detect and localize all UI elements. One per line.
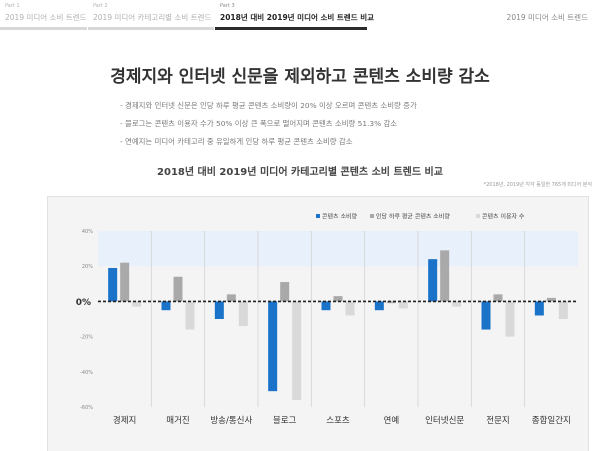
bar xyxy=(108,267,118,302)
y-tick-label: -60% xyxy=(80,405,93,411)
summary-item: - 경제지와 인터넷 신문은 인당 하루 평균 콘텐츠 소비량이 20% 이상 … xyxy=(120,101,417,110)
bar xyxy=(493,294,503,302)
bar xyxy=(452,301,462,307)
bar xyxy=(333,296,343,302)
bar xyxy=(558,301,568,319)
bar xyxy=(292,301,302,400)
bar xyxy=(321,301,331,311)
tab-part-number: Part 3 xyxy=(220,3,235,9)
bar xyxy=(440,250,450,302)
legend-swatch xyxy=(370,214,374,218)
x-tick-label: 전문지 xyxy=(486,415,509,426)
legend-label: 콘텐츠 소비량 xyxy=(322,213,358,221)
site-title: 2019 미디어 소비 트렌드 xyxy=(506,13,588,22)
bar xyxy=(546,297,556,302)
bar xyxy=(398,301,408,309)
y-tick-label: 40% xyxy=(82,229,93,235)
legend-label: 콘텐츠 이용자 수 xyxy=(482,213,525,221)
tab-label: 2019 미디어 소비 트렌드 xyxy=(5,13,87,22)
legend-swatch xyxy=(476,214,480,218)
bar xyxy=(238,301,248,327)
tab-part-number: Part 2 xyxy=(93,3,108,9)
positive-band xyxy=(98,231,578,267)
bar xyxy=(534,301,544,316)
bar xyxy=(132,301,142,307)
tab-part-1[interactable]: Part 1 2019 미디어 소비 트렌드 xyxy=(0,0,87,30)
summary-list: - 경제지와 인터넷 신문은 인당 하루 평균 콘텐츠 소비량이 20% 이상 … xyxy=(120,97,417,151)
bar xyxy=(214,301,224,319)
bar xyxy=(268,301,278,392)
x-tick-label: 매거진 xyxy=(166,415,189,426)
bar xyxy=(505,301,515,337)
tab-label: 2018년 대비 2019년 미디어 소비 트렌드 비교 xyxy=(220,13,375,22)
part-navigation: Part 1 2019 미디어 소비 트렌드 Part 2 2019 미디어 카… xyxy=(0,0,600,30)
y-tick-label: 0% xyxy=(76,298,91,308)
y-tick-label: -20% xyxy=(80,335,93,341)
x-tick-label: 방송/통신사 xyxy=(210,415,252,426)
x-tick-label: 경제지 xyxy=(113,415,136,426)
tab-label: 2019 미디어 카테고리별 소비 트렌드 xyxy=(93,13,212,22)
tab-part-2[interactable]: Part 2 2019 미디어 카테고리별 소비 트렌드 xyxy=(88,0,214,30)
bar xyxy=(345,301,355,316)
page-headline: 경제지와 인터넷 신문을 제외하고 콘텐츠 소비량 감소 xyxy=(110,67,490,87)
legend-swatch xyxy=(316,214,320,218)
x-tick-label: 스포츠 xyxy=(326,416,350,426)
tab-part-number: Part 1 xyxy=(5,3,20,9)
chart-title: 2018년 대비 2019년 미디어 카테고리별 콘텐츠 소비 트렌드 비교 xyxy=(157,167,443,178)
x-tick-label: 종합일간지 xyxy=(532,415,571,426)
tab-part-3[interactable]: Part 3 2018년 대비 2019년 미디어 소비 트렌드 비교 xyxy=(215,0,374,30)
legend-label: 인당 하루 평균 콘텐츠 소비량 xyxy=(376,213,450,221)
y-tick-label: 20% xyxy=(82,264,93,270)
bar xyxy=(428,259,438,302)
bar xyxy=(120,262,130,302)
x-tick-label: 블로그 xyxy=(273,415,297,426)
bar xyxy=(161,301,171,311)
summary-item: - 블로그는 콘텐츠 이용자 수가 50% 이상 큰 폭으로 떨어지며 콘텐츠 … xyxy=(120,119,398,128)
bar xyxy=(280,282,290,302)
bar xyxy=(173,276,183,302)
bar xyxy=(185,301,195,330)
bar xyxy=(374,301,384,311)
y-tick-label: -40% xyxy=(80,370,93,376)
summary-item: - 연예지는 미디어 카테고리 중 유일하게 인당 하루 평균 콘텐츠 소비량 … xyxy=(120,137,353,146)
bar xyxy=(226,294,236,302)
bar xyxy=(481,301,491,330)
x-tick-label: 인터넷신문 xyxy=(425,415,464,426)
x-tick-label: 연예 xyxy=(384,415,400,426)
chart-footnote: *2018년, 2019년 각각 동일한 765개 미디어 분석 xyxy=(483,182,592,188)
bar xyxy=(386,301,396,304)
